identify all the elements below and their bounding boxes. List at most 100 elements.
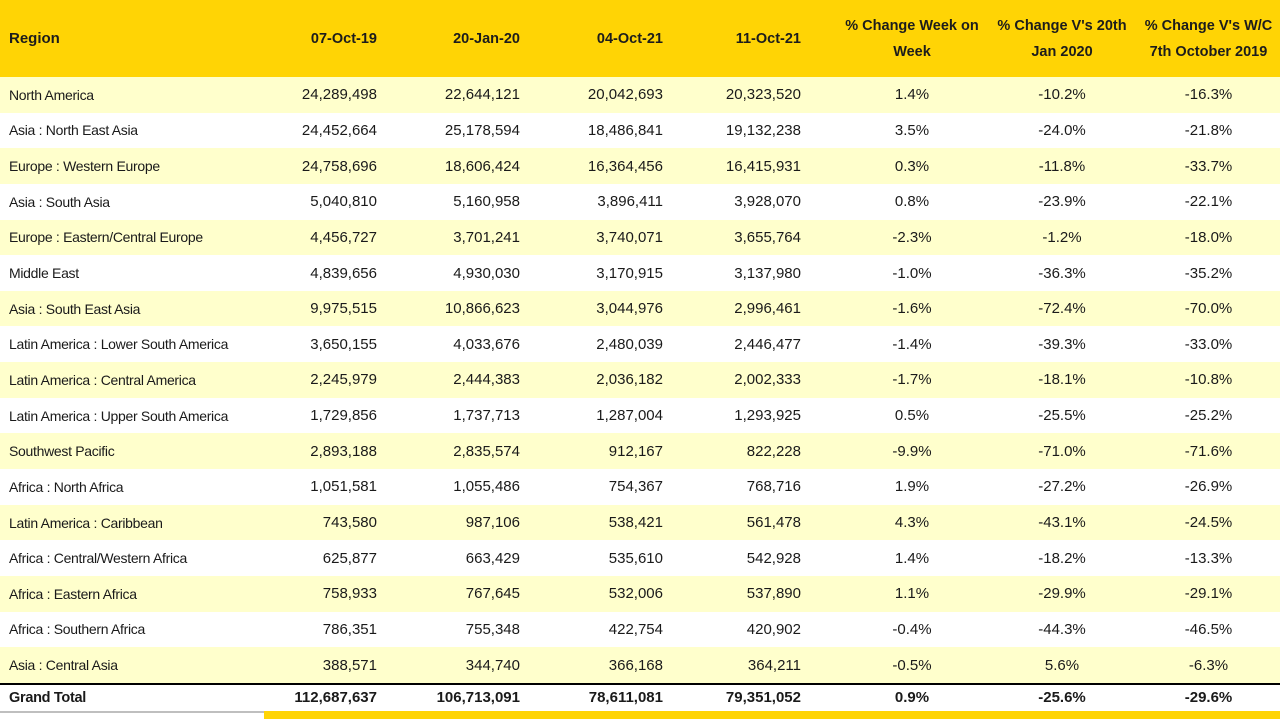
header-line: % Change V's 20th	[997, 17, 1127, 34]
table-row: Africa : North Africa 1,051,581 1,055,486 7…	[0, 469, 1280, 505]
value-cell: 20,042,693	[587, 86, 663, 104]
column-header-11-oct-21: 11-Oct-21	[671, 0, 837, 77]
pct-change-cell: 1.1%	[894, 585, 930, 603]
value-cell: 3,896,411	[597, 193, 663, 211]
region-cell: Asia : North East Asia	[9, 122, 138, 139]
pct-change-cell: -36.3%	[1038, 264, 1086, 282]
pct-change-cell: -39.3%	[1038, 335, 1086, 353]
grand-total-row: Grand Total 112,687,637 106,713,091 78,611,…	[0, 683, 1280, 711]
value-cell: 18,606,424	[444, 157, 520, 175]
pct-change-cell: 0.8%	[894, 193, 930, 211]
value-cell: 625,877	[322, 549, 377, 567]
value-cell: 3,740,071	[596, 228, 663, 246]
table-row: Africa : Southern Africa 786,351 755,348 42…	[0, 611, 1280, 648]
header-line: Jan 2020	[1031, 43, 1093, 60]
value-cell: 3,650,155	[310, 335, 377, 353]
table-row: Latin America : Central America 2,245,979…	[0, 362, 1280, 398]
pct-change-cell: -25.2%	[1184, 407, 1233, 425]
column-header-region: Region	[0, 0, 240, 77]
value-cell: 2,996,461	[734, 300, 801, 318]
pct-change-cell: -1.7%	[892, 371, 932, 389]
region-cell: North America	[9, 86, 94, 103]
value-cell: 78,611,081	[588, 689, 663, 707]
value-cell: 422,754	[608, 620, 663, 638]
table-row: Asia : South East Asia 9,975,515 10,866,62…	[0, 290, 1280, 327]
value-cell: 106,713,091	[436, 689, 520, 707]
region-cell: Africa : Central/Western Africa	[9, 550, 187, 567]
region-cell: Africa : North Africa	[9, 478, 124, 495]
pct-change-cell: -25.6%	[1038, 689, 1086, 707]
value-cell: 912,167	[608, 442, 663, 460]
pct-change-cell: -18.2%	[1038, 549, 1086, 567]
table-header-row: Region 07-Oct-19 20-Jan-20 04-Oct-21 11-…	[0, 0, 1280, 77]
value-cell: 2,002,333	[734, 371, 801, 389]
pct-change-cell: -29.9%	[1038, 585, 1086, 603]
value-cell: 10,866,623	[444, 300, 520, 318]
region-cell: Latin America : Lower South America	[9, 336, 229, 353]
pct-change-cell: 1.9%	[894, 478, 930, 496]
value-cell: 22,644,121	[444, 86, 520, 104]
region-cell: Asia : South East Asia	[9, 300, 141, 317]
column-header-20-jan-20: 20-Jan-20	[386, 0, 528, 77]
value-cell: 822,228	[746, 442, 801, 460]
region-cell: Middle East	[9, 265, 79, 282]
region-cell: Europe : Eastern/Central Europe	[9, 229, 203, 246]
value-cell: 4,456,727	[310, 228, 377, 246]
value-cell: 20,323,520	[725, 86, 801, 104]
pct-change-cell: -18.0%	[1184, 228, 1233, 246]
bottom-strip	[0, 710, 1280, 719]
pct-change-cell: -10.8%	[1184, 371, 1233, 389]
pct-change-cell: -35.2%	[1184, 264, 1233, 282]
pct-change-cell: -29.1%	[1184, 585, 1233, 603]
table-row: Africa : Eastern Africa 758,933 767,645 532…	[0, 575, 1280, 612]
value-cell: 5,040,810	[310, 193, 377, 211]
value-cell: 388,571	[322, 656, 377, 674]
value-cell: 366,168	[608, 656, 663, 674]
value-cell: 755,348	[465, 620, 520, 638]
value-cell: 532,006	[608, 585, 663, 603]
value-cell: 743,580	[322, 514, 377, 531]
pct-change-cell: -18.1%	[1038, 371, 1086, 389]
value-cell: 1,051,581	[310, 478, 377, 496]
value-cell: 364,211	[747, 656, 801, 674]
pct-change-cell: -0.5%	[892, 656, 932, 674]
region-cell: Asia : Central Asia	[9, 657, 118, 674]
table-row: Asia : Central Asia 388,571 344,740 366,168…	[0, 647, 1280, 684]
pct-change-cell: -1.0%	[892, 264, 932, 282]
value-cell: 3,137,980	[734, 264, 801, 282]
value-cell: 2,480,039	[596, 335, 663, 353]
pct-change-cell: 1.4%	[894, 86, 930, 104]
value-cell: 24,452,664	[301, 121, 377, 139]
pct-change-cell: 0.9%	[894, 689, 930, 707]
pct-change-cell: 1.4%	[894, 549, 930, 567]
region-cell: Latin America : Central America	[9, 371, 196, 388]
table-row: Latin America : Upper South America 1,729…	[0, 397, 1280, 434]
value-cell: 25,178,594	[444, 121, 520, 139]
value-cell: 537,890	[746, 585, 801, 603]
value-cell: 4,930,030	[453, 264, 520, 282]
pct-change-cell: 0.5%	[894, 407, 930, 425]
value-cell: 663,429	[465, 549, 520, 567]
pct-change-cell: -33.0%	[1184, 335, 1233, 353]
pct-change-cell: -24.5%	[1184, 514, 1233, 531]
pct-change-cell: -71.0%	[1038, 442, 1086, 460]
table-row: Africa : Central/Western Africa 625,877 66…	[0, 540, 1280, 576]
table-row: Europe : Eastern/Central Europe 4,456,727…	[0, 219, 1280, 256]
value-cell: 3,701,241	[453, 228, 520, 246]
value-cell: 542,928	[746, 549, 801, 567]
value-cell: 344,740	[465, 656, 520, 674]
value-cell: 1,055,486	[453, 478, 520, 496]
pct-change-cell: -0.4%	[892, 620, 932, 638]
pct-change-cell: -43.1%	[1038, 514, 1086, 531]
value-cell: 4,839,656	[310, 264, 377, 282]
pct-change-cell: 4.3%	[894, 514, 930, 531]
pct-change-cell: -11.8%	[1038, 157, 1086, 175]
pct-change-cell: -22.1%	[1184, 193, 1233, 211]
value-cell: 16,364,456	[587, 157, 663, 175]
pct-change-cell: -27.2%	[1038, 478, 1086, 496]
bottom-strip-grey-border	[0, 710, 264, 719]
pct-change-cell: -26.9%	[1184, 478, 1233, 496]
header-line: Week	[893, 43, 931, 60]
region-cell: Africa : Southern Africa	[9, 621, 145, 638]
